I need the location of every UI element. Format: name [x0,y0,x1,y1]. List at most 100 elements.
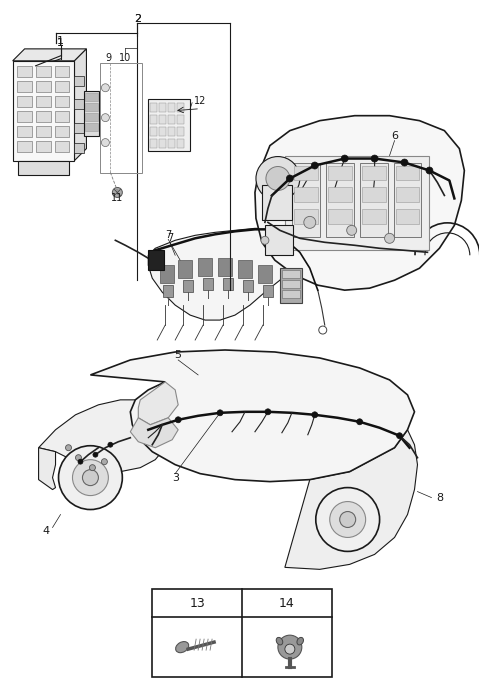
Bar [168,138,175,147]
Bar [36,66,50,76]
Polygon shape [130,418,178,448]
Bar [55,140,70,152]
Bar [17,140,32,152]
Circle shape [101,114,109,122]
Circle shape [217,410,223,416]
Circle shape [341,155,348,162]
Polygon shape [12,49,86,61]
Bar [36,81,50,92]
Bar [55,111,70,122]
Bar [265,225,293,255]
Bar [294,209,318,224]
Circle shape [175,417,181,423]
Polygon shape [255,115,464,291]
Bar [394,163,421,237]
Circle shape [72,459,108,496]
Bar [17,126,32,137]
Polygon shape [38,448,56,489]
Bar [396,209,420,224]
Bar [163,285,173,297]
Text: 10: 10 [119,53,132,63]
Bar [36,126,50,137]
Polygon shape [38,400,168,472]
Circle shape [357,419,363,425]
Circle shape [101,84,109,92]
Circle shape [278,635,302,659]
Bar [282,270,300,278]
Bar [292,163,320,237]
Bar [36,96,50,107]
Circle shape [347,225,357,236]
Bar [148,99,190,151]
Bar [17,96,32,107]
Bar [360,163,387,237]
Bar [74,76,84,85]
Bar [280,268,302,303]
Bar [55,66,70,76]
Bar [168,115,175,124]
Circle shape [59,445,122,509]
Circle shape [75,455,82,461]
Circle shape [256,156,300,200]
Bar [328,188,352,202]
Bar [74,99,84,108]
Bar [282,291,300,298]
Bar [55,126,70,137]
Bar [17,111,32,122]
Bar [150,115,157,124]
Bar [198,259,212,276]
Circle shape [266,167,290,190]
Text: 9: 9 [105,53,111,63]
Circle shape [112,188,122,197]
Text: 6: 6 [391,131,398,140]
Text: 1: 1 [57,38,64,48]
Bar [159,103,166,112]
Circle shape [83,470,98,486]
Bar [17,81,32,92]
Polygon shape [148,229,295,320]
Text: 13: 13 [189,597,205,610]
Ellipse shape [297,637,303,645]
Bar [294,188,318,202]
Bar [177,103,184,112]
Circle shape [89,465,96,471]
Bar [178,260,192,278]
Circle shape [396,433,403,439]
Bar [159,126,166,136]
Bar [159,115,166,124]
Ellipse shape [176,641,189,653]
Bar [84,91,99,136]
Bar [36,140,50,152]
Bar [177,126,184,136]
Circle shape [78,459,83,464]
Circle shape [316,488,380,551]
Bar [238,260,252,278]
Bar [168,126,175,136]
Polygon shape [74,49,86,161]
Circle shape [287,175,293,182]
Circle shape [371,155,378,162]
Circle shape [304,216,316,229]
Bar [85,113,98,121]
Bar [328,209,352,224]
Bar [152,589,332,677]
Circle shape [330,502,366,537]
Bar [18,161,70,176]
Text: 12: 12 [194,96,206,106]
Bar [168,103,175,112]
Bar [263,285,273,297]
Polygon shape [90,350,415,482]
Circle shape [265,409,271,415]
Circle shape [261,236,269,245]
Text: 8: 8 [436,493,443,502]
Bar [150,126,157,136]
Bar [258,265,272,283]
Circle shape [312,162,318,169]
Bar [85,103,98,111]
Text: 14: 14 [279,597,295,610]
Circle shape [101,138,109,147]
Bar [396,188,420,202]
Text: 11: 11 [111,193,123,204]
Bar [361,188,385,202]
Bar [294,165,318,181]
